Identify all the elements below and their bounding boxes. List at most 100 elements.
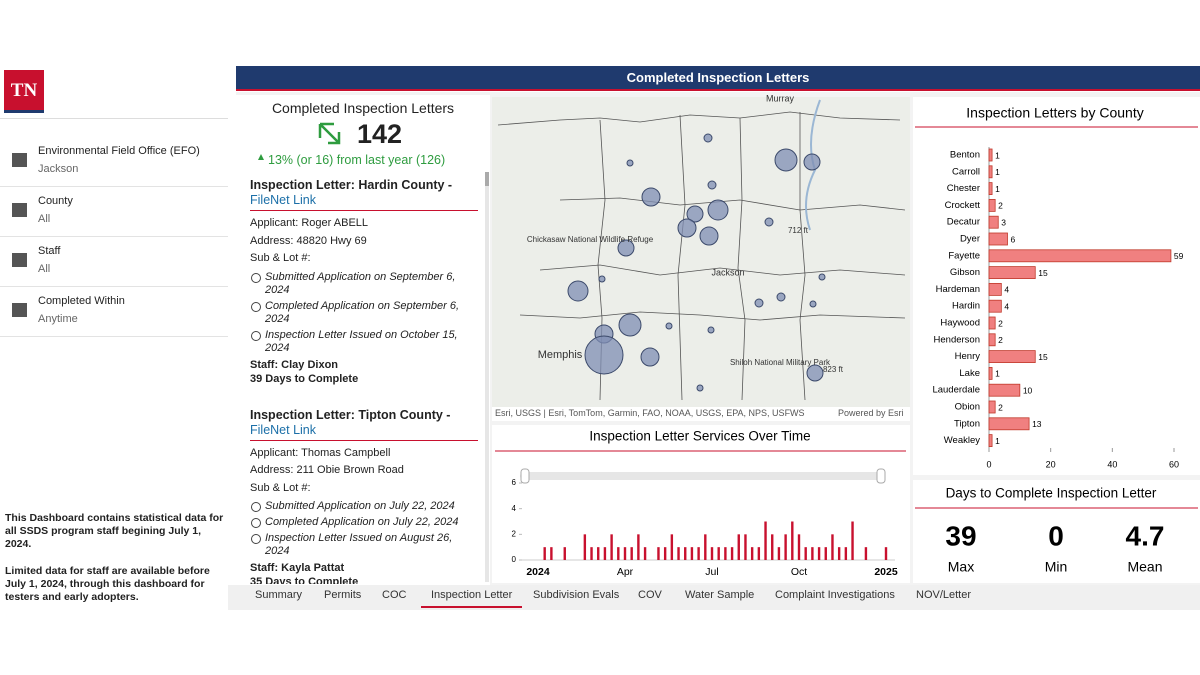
map-dot (617, 239, 635, 257)
tab[interactable]: NOV/Letter (916, 589, 972, 601)
map-dot (803, 153, 821, 171)
stats-title: Days to Complete Inspection Letter (946, 486, 1157, 501)
chart-title: Inspection Letters by County (966, 105, 1143, 121)
county-line (497, 111, 901, 126)
filter[interactable]: Environmental Field Office (EFO) Jackson (0, 137, 228, 187)
slider-handle[interactable] (876, 468, 886, 484)
filter-label: Staff (38, 245, 61, 257)
tab[interactable]: Subdivision Evals (533, 589, 620, 601)
stat-value: 39 (945, 520, 976, 551)
filter[interactable]: Staff All (0, 237, 228, 287)
river (805, 99, 821, 231)
bar (697, 547, 700, 560)
filter-icon (12, 253, 27, 267)
chart-title: Inspection Letter Services Over Time (589, 429, 810, 444)
letter-detail: Applicant: Roger ABELL (250, 217, 369, 229)
tab[interactable]: COC (382, 589, 407, 601)
letter-event: Inspection Letter Issued on August 26, 2… (250, 532, 478, 558)
bar (597, 547, 600, 560)
file-link[interactable]: FileNet Link (250, 423, 478, 441)
filter-icon (12, 153, 27, 167)
map-dot (776, 292, 786, 302)
tab[interactable]: Summary (255, 589, 303, 601)
tab[interactable]: Permits (324, 589, 362, 601)
letter-event: Submitted Application on September 6, 20… (250, 271, 478, 297)
bar (804, 547, 807, 560)
letter-list: Inspection Letter: Hardin County - FileNe… (250, 178, 478, 584)
filter-label: County (38, 195, 73, 207)
county-line (799, 112, 806, 401)
map[interactable] (492, 97, 910, 407)
map-dot (809, 300, 817, 308)
map-shapes (497, 99, 906, 401)
note: Limited data for staff are available bef… (5, 565, 210, 603)
y-tick-label: Weakley (944, 435, 981, 446)
map-dot (641, 187, 661, 207)
letter-detail: Sub & Lot #: (250, 481, 311, 494)
y-tick-label: Decatur (947, 217, 980, 228)
county-line (677, 114, 686, 401)
map-label: Murray (766, 93, 795, 103)
bar (988, 198, 996, 212)
range-slider[interactable] (520, 472, 885, 480)
stat-value: 0 (1048, 520, 1064, 551)
bar (988, 182, 993, 196)
filter-icon (12, 203, 27, 217)
y-tick-label: Chester (947, 183, 980, 194)
data-label: 1 (995, 369, 1000, 379)
y-tick-label: Obion (955, 402, 980, 413)
y-tick-label: Dyer (960, 234, 980, 245)
map-label: 823 ft (823, 365, 844, 374)
bar (690, 547, 694, 560)
bar (797, 534, 801, 560)
map-dot (598, 275, 606, 283)
letter-detail: Applicant: Thomas Campbell (250, 446, 391, 459)
map-dot (754, 298, 764, 308)
filter[interactable]: Completed Within Anytime (0, 287, 228, 337)
letter-title: Inspection Letter: Tipton County - (250, 407, 451, 422)
x-tick-label: Apr (617, 566, 634, 578)
county-line (559, 197, 906, 211)
letter: Inspection Letter: Tipton County - FileNe… (250, 407, 478, 584)
stat-label: Mean (1127, 559, 1162, 575)
letter-detail: Sub & Lot #: (250, 252, 311, 264)
map-dot (806, 364, 824, 382)
bar (643, 547, 647, 560)
x-tick-label: 40 (1107, 459, 1117, 469)
tab[interactable]: Water Sample (685, 589, 755, 601)
summary-panel (236, 95, 490, 585)
bar (988, 282, 1002, 296)
x-tick-label: 60 (1169, 459, 1179, 469)
bar (988, 383, 1021, 397)
bar (811, 547, 814, 560)
tab-bar (228, 585, 1200, 610)
letter-detail: Address: 211 Obie Brown Road (250, 464, 404, 476)
y-tick-label: Henderson (934, 334, 980, 345)
map-dot (584, 335, 624, 375)
y-tick-label: Gibson (950, 267, 980, 278)
scroll-thumb[interactable] (485, 172, 489, 186)
stat-value: 4.7 (1126, 520, 1165, 551)
tab[interactable]: COV (638, 589, 662, 601)
county-panel (913, 97, 1200, 475)
bar (603, 547, 607, 560)
slider-handle[interactable] (520, 468, 530, 484)
letter-event: Submitted Application on July 22, 2024 (250, 500, 478, 513)
data-label: 2 (998, 318, 1003, 328)
map-dot (567, 280, 589, 302)
letter-event: Inspection Letter Issued on October 15, … (250, 329, 478, 355)
header-title: Completed Inspection Letters (626, 70, 810, 85)
data-label: 15 (1038, 352, 1048, 362)
map-label: Chickasaw National Wildlife Refuge (527, 235, 654, 244)
tab[interactable]: Inspection Letter (421, 589, 523, 608)
data-label: 13 (1032, 419, 1042, 429)
letter-days: 39 Days to Complete (250, 372, 359, 385)
data-label: 1 (995, 150, 1000, 160)
bar (831, 534, 834, 560)
tab[interactable]: Complaint Investigations (775, 589, 895, 601)
filter[interactable]: County All (0, 187, 228, 237)
bar (764, 521, 767, 560)
file-link[interactable]: FileNet Link (250, 193, 478, 211)
bar (988, 249, 1172, 263)
letter-title: Inspection Letter: Hardin County - (250, 178, 453, 192)
